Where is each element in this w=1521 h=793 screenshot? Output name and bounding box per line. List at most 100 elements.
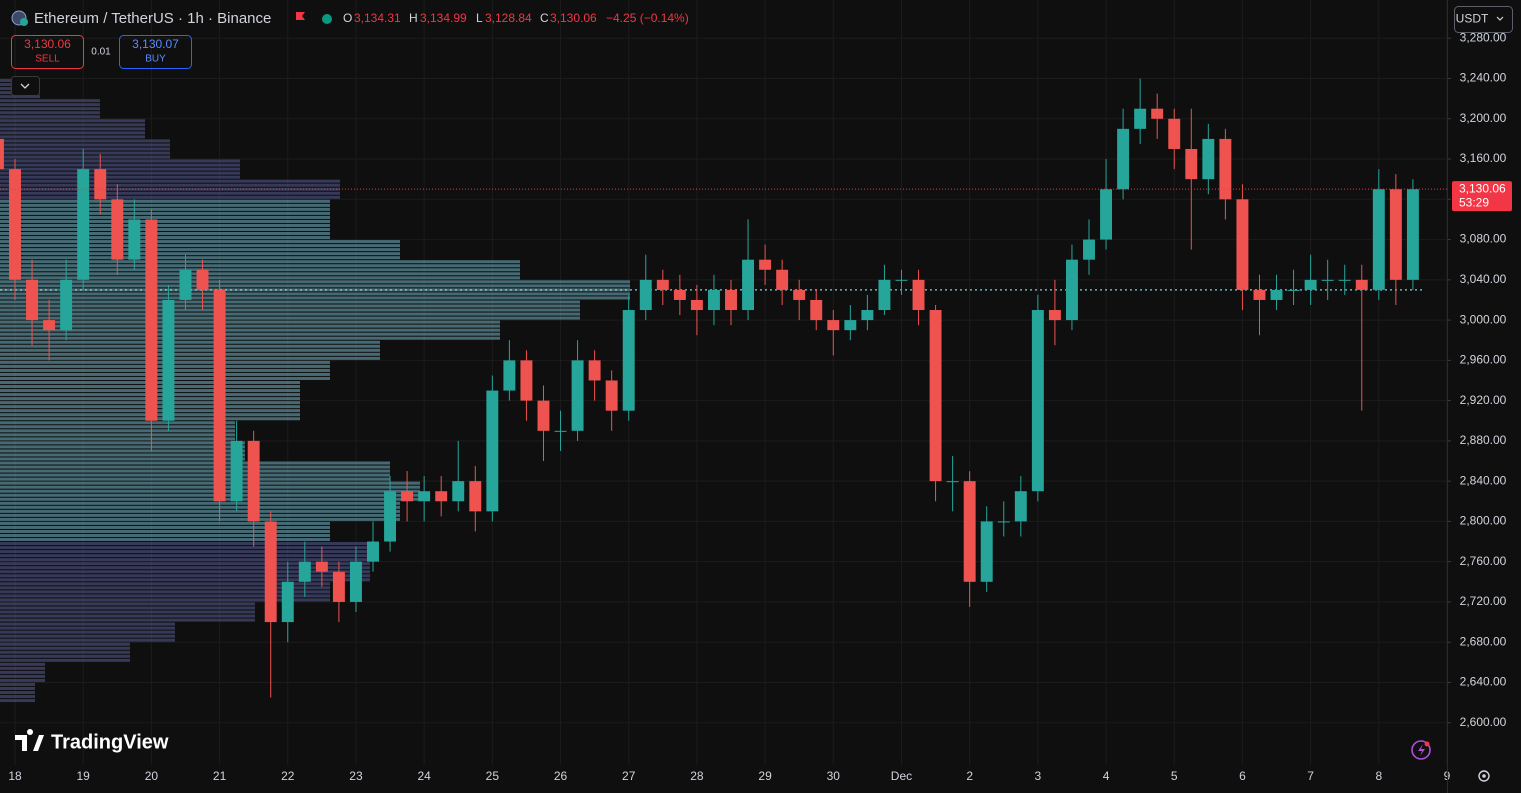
candle-body — [554, 430, 567, 432]
alert-bolt — [1418, 744, 1425, 756]
profile-bar — [0, 546, 375, 550]
profile-bar — [0, 606, 255, 610]
candle-body — [639, 279, 652, 311]
candle-body — [1031, 310, 1044, 492]
profile-bar — [0, 227, 330, 232]
candle-body — [367, 541, 379, 562]
profile-bar — [0, 171, 240, 175]
candle-body — [26, 279, 39, 321]
candle-body — [776, 269, 789, 290]
y-tick-label: 2,680.00 — [1460, 634, 1507, 648]
profile-bar — [0, 521, 330, 525]
x-tick-label: Dec — [891, 769, 912, 783]
candle-body — [827, 320, 840, 331]
profile-bar — [0, 586, 330, 590]
candle-body — [1355, 279, 1368, 290]
profile-bar — [0, 276, 520, 280]
y-tick-label: 2,640.00 — [1460, 675, 1507, 689]
candle-body — [1304, 279, 1317, 290]
profile-bar — [0, 264, 520, 268]
profile-bar — [0, 550, 375, 554]
candle-body — [690, 299, 703, 311]
profile-bar — [0, 686, 35, 691]
x-tick-label: 7 — [1307, 769, 1314, 783]
profile-bar — [0, 562, 370, 566]
candle-body — [128, 219, 141, 260]
profile-bar — [0, 602, 255, 606]
candle-body — [980, 521, 993, 582]
x-tick-label: 4 — [1103, 769, 1110, 783]
alert-icon[interactable] — [1411, 740, 1431, 760]
flag-icon[interactable] — [296, 12, 305, 20]
profile-bar — [0, 312, 580, 316]
profile-bar — [0, 642, 130, 646]
currency-label[interactable]: USDT — [1456, 12, 1489, 26]
x-tick-label: 28 — [690, 769, 704, 783]
profile-bar — [0, 638, 175, 642]
profile-bar — [0, 240, 400, 244]
candle-body — [1253, 289, 1266, 300]
profile-bar — [0, 324, 500, 328]
settings-icon[interactable] — [1478, 770, 1490, 782]
candle-body — [196, 269, 209, 290]
x-tick-label: 20 — [145, 769, 159, 783]
profile-bar — [0, 236, 330, 240]
profile-bar — [0, 131, 145, 135]
y-tick-label: 2,760.00 — [1460, 554, 1507, 568]
candle-body — [1406, 189, 1419, 280]
x-tick-label: 5 — [1171, 769, 1178, 783]
sell-label[interactable]: SELL — [35, 54, 60, 65]
profile-bar — [0, 308, 580, 312]
profile-bar — [0, 513, 400, 517]
y-tick-label: 2,840.00 — [1460, 473, 1507, 487]
y-tick-label: 2,880.00 — [1460, 433, 1507, 447]
profile-bar — [0, 691, 35, 695]
profile-bar — [0, 570, 370, 574]
profile-bar — [0, 674, 45, 678]
profile-bar — [0, 179, 340, 183]
profile-bar — [0, 320, 500, 324]
candle-body — [247, 440, 260, 522]
profile-bar — [0, 598, 330, 602]
candle-body — [1321, 279, 1334, 281]
candle-body — [1372, 189, 1385, 290]
profile-bar — [0, 296, 630, 300]
profile-bar — [0, 461, 390, 465]
candle-body — [435, 491, 448, 502]
candle-body — [1065, 259, 1078, 321]
candle-body — [895, 279, 908, 281]
profile-bar — [0, 340, 380, 344]
x-tick-label: 2 — [966, 769, 973, 783]
profile-bar — [0, 316, 580, 320]
profile-bar — [0, 594, 330, 598]
last-price-label: 3,130.06 — [1459, 181, 1506, 195]
x-tick-label: 24 — [417, 769, 431, 783]
profile-bar — [0, 658, 130, 662]
candle-body — [452, 481, 465, 502]
sell-price[interactable]: 3,130.06 — [24, 37, 71, 51]
candle-body — [179, 269, 192, 300]
symbol-title: Ethereum / TetherUS · 1h · Binance — [34, 10, 271, 27]
y-tick-label: 3,000.00 — [1460, 312, 1507, 326]
profile-bar — [0, 300, 580, 304]
currency-button[interactable] — [1454, 6, 1513, 33]
profile-bar — [0, 493, 420, 497]
countdown: 53:29 — [1459, 195, 1489, 209]
profile-bar — [0, 107, 100, 111]
buy-button[interactable] — [119, 35, 192, 69]
profile-bar — [0, 421, 235, 425]
settings-icon-center — [1482, 774, 1486, 778]
profile-bar — [0, 211, 330, 215]
buy-label[interactable]: BUY — [145, 54, 166, 65]
buy-price[interactable]: 3,130.07 — [132, 37, 179, 51]
sell-button[interactable] — [11, 35, 84, 69]
candle-body — [810, 299, 823, 321]
profile-bar — [0, 473, 390, 477]
candle-body — [469, 481, 482, 512]
profile-bar — [0, 187, 340, 191]
collapse-button[interactable] — [11, 76, 40, 96]
profile-bar — [0, 348, 380, 352]
profile-bar — [0, 119, 145, 123]
candle-body — [912, 279, 925, 311]
y-tick-label: 2,600.00 — [1460, 715, 1507, 729]
